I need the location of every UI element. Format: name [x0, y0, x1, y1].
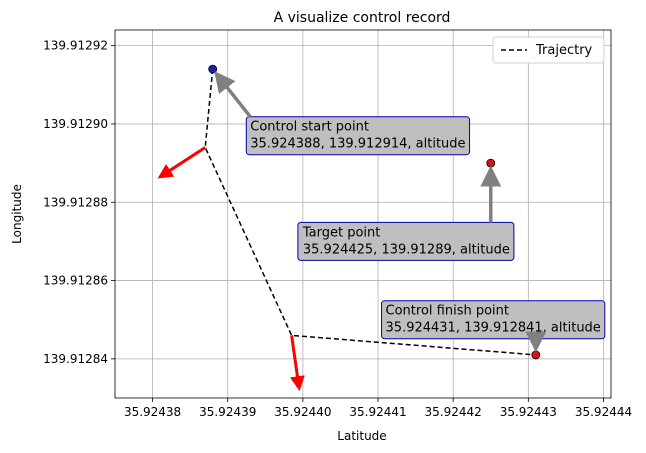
trajectory-line — [204, 69, 536, 356]
direction-arrow — [290, 335, 305, 392]
legend: Trajectry — [492, 36, 605, 64]
y-tick-label: 139.91292 — [43, 39, 108, 53]
x-tick-label: 35.92442 — [425, 405, 482, 419]
legend-box — [492, 36, 605, 64]
chart-title: A visualize control record — [274, 10, 451, 26]
series-layer — [204, 69, 536, 356]
annotation-line: Control start point — [250, 120, 369, 135]
annotation-arrow — [214, 71, 252, 118]
y-axis-label: Longitude — [10, 184, 24, 244]
y-tick-label: 139.91288 — [43, 195, 108, 209]
annotation: Control finish point 35.924431, 139.91284… — [381, 300, 606, 340]
y-axis: 139.91284 139.91286 139.91288 139.91290 139.… — [43, 39, 115, 366]
y-tick-label: 139.91286 — [43, 274, 108, 288]
annotation-text: Control finish point 35.924431, 139.91284… — [386, 304, 601, 336]
annotation-line: Target point — [302, 225, 381, 240]
x-axis: 35.92438 35.92439 35.92440 35.92441 35.92442… — [124, 398, 632, 419]
direction-arrow — [157, 146, 207, 179]
x-tick-label: 35.92443 — [500, 405, 557, 419]
trajectory-point — [486, 158, 496, 168]
annotation-line: Control finish point — [386, 304, 509, 319]
annotation-line: 35.924388, 139.912914, altitude — [250, 137, 465, 152]
annotation-line: 35.924431, 139.912841, altitude — [386, 321, 601, 336]
annotation-box — [245, 116, 471, 156]
plot-frame — [114, 29, 612, 399]
x-tick-label: 35.92444 — [575, 405, 632, 419]
annotation-text: Target point 35.924425, 139.91289, altitu… — [302, 225, 510, 257]
x-tick-label: 35.92441 — [349, 405, 406, 419]
trajectory-point — [208, 64, 218, 74]
x-tick-label: 35.92439 — [199, 405, 256, 419]
y-tick-label: 139.91284 — [43, 352, 108, 366]
trajectory-point — [531, 350, 541, 360]
x-tick-label: 35.92438 — [124, 405, 181, 419]
annotation-box — [297, 221, 515, 261]
legend-label: Trajectry — [535, 43, 593, 58]
y-tick-label: 139.91290 — [43, 117, 108, 131]
x-tick-label: 35.92440 — [274, 405, 331, 419]
annotation-text: Control start point 35.924388, 139.912914… — [250, 120, 465, 152]
arrows-layer — [157, 146, 305, 392]
annotation: Target point 35.924425, 139.91289, altitu… — [297, 221, 515, 261]
annotations-layer: Control start point 35.924388, 139.912914… — [214, 71, 606, 353]
annotation-box — [381, 300, 606, 340]
x-axis-label: Latitude — [337, 429, 386, 443]
annotation: Control start point 35.924388, 139.912914… — [245, 116, 471, 156]
annotation-line: 35.924425, 139.91289, altitude — [303, 242, 510, 257]
